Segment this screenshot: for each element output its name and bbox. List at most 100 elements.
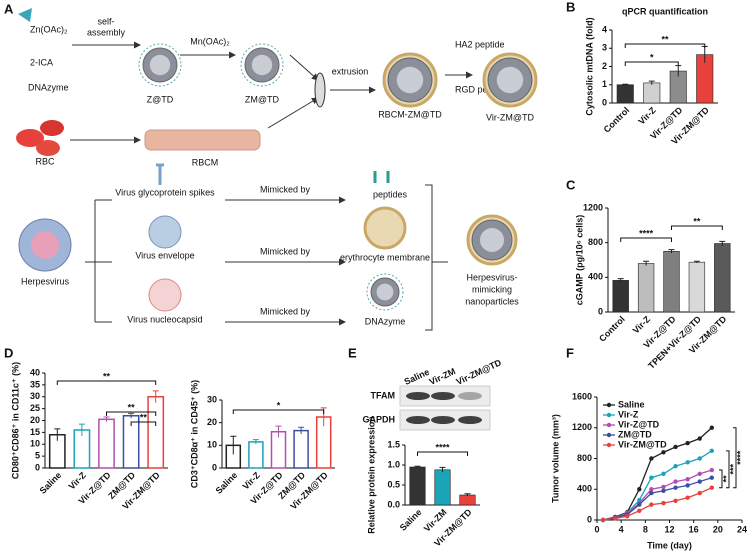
nanoparticle-inner (251, 54, 273, 76)
significance-bracket (130, 421, 157, 426)
data-point (697, 471, 702, 477)
data-point (685, 495, 690, 500)
data-point (697, 456, 702, 461)
data-point (709, 425, 714, 430)
panel-label: A (4, 1, 14, 16)
significance-bracket (417, 451, 468, 456)
data-point (685, 460, 690, 465)
error-bar (298, 426, 305, 434)
significance-label: * (277, 400, 281, 410)
x-axis-label: Time (day) (647, 540, 692, 550)
significance-bracket (232, 409, 325, 414)
significance-bracket (733, 427, 737, 489)
error-bar (617, 278, 624, 283)
data-point (673, 444, 678, 450)
x-tick-label: Saline (38, 470, 64, 496)
diagram-label: RGD peptide (455, 84, 507, 94)
data-point (709, 485, 714, 490)
legend-label: Vir-ZM@TD (618, 439, 667, 449)
significance-label: * (650, 52, 654, 62)
diagram-label: Mimicked by (260, 306, 311, 316)
significance-label: **** (735, 450, 745, 465)
significance-label: ** (661, 34, 669, 44)
y-tick-label: 1600 (572, 391, 592, 401)
panel-a-art (16, 8, 473, 331)
y-tick-label: 0 (212, 462, 217, 472)
data-point (637, 508, 642, 513)
x-tick-label: 4 (619, 524, 624, 534)
y-axis-label: CD3⁺CD8α⁺ in CD45⁺ (%) (189, 380, 199, 488)
y-tick-label: 10 (207, 440, 217, 450)
significance-label: ** (721, 475, 731, 483)
x-tick-label: 0 (594, 524, 599, 534)
legend-marker (606, 442, 612, 448)
y-tick-label: 20 (30, 415, 40, 425)
y-axis-label: Relative protein expression (366, 416, 376, 534)
y-tick-label: 15 (30, 427, 40, 437)
data-point (637, 502, 642, 507)
y-tick-label: 0 (587, 514, 592, 524)
legend-label: Vir-Z@TD (618, 419, 660, 429)
y-tick-label: 5 (35, 451, 40, 461)
bar (612, 280, 629, 313)
error-bar (719, 240, 726, 246)
data-point (661, 450, 666, 455)
diagram-label: 2-ICA (30, 57, 53, 67)
protein-label: TFAM (371, 390, 396, 400)
diagram-label: DNAzyme (28, 82, 69, 92)
y-tick-label: 1.0 (387, 459, 400, 469)
diagram-label: peptides (373, 189, 408, 199)
y-tick-label: 20 (207, 417, 217, 427)
error-bar (78, 423, 85, 436)
data-point (649, 475, 654, 480)
significance-bracket (620, 237, 672, 242)
legend-marker (606, 402, 612, 408)
bar (98, 418, 115, 469)
panel-label: F (566, 345, 574, 360)
significance-bracket (726, 450, 730, 489)
legend-label: Saline (618, 399, 645, 409)
y-axis-label: cGAMP (pg/10⁶ cells) (574, 215, 584, 306)
y-tick-label: 40 (30, 367, 40, 377)
error-bar (103, 416, 110, 422)
bar (147, 396, 165, 469)
y-tick-label: 25 (30, 403, 40, 413)
diagram-label: Vir-ZM@TD (486, 112, 534, 122)
diagram-label: HA2 peptide (455, 39, 505, 49)
y-tick-label: 0 (602, 97, 607, 107)
blot-band (406, 416, 430, 424)
panel-label: D (4, 345, 13, 360)
blot-band (406, 392, 430, 400)
data-point (625, 513, 630, 519)
significance-label: **** (435, 442, 450, 452)
blot-band (458, 416, 482, 424)
data-point (697, 490, 702, 496)
data-point (600, 517, 606, 523)
lane-label: Saline (403, 367, 431, 387)
diagram-label: nanoparticles (465, 296, 519, 306)
data-point (673, 485, 678, 490)
data-point (649, 490, 654, 496)
diagram-label: assembly (87, 27, 126, 37)
data-point (673, 498, 678, 503)
panel-label: B (566, 0, 575, 14)
diagram-label: Mimicked by (260, 184, 311, 194)
bar (293, 429, 309, 469)
significance-bracket (56, 380, 157, 385)
diagram-label: RBC (35, 156, 55, 166)
diagram-label: erythrocyte membrane (340, 252, 430, 262)
bar (434, 469, 451, 506)
error-bar (128, 412, 135, 419)
bar (637, 263, 655, 313)
error-bar (414, 465, 421, 468)
x-tick-label: 24 (737, 524, 747, 534)
lane-label: Vir-ZM (428, 366, 457, 387)
y-tick-label: 4 (602, 24, 607, 34)
data-point (697, 479, 702, 484)
x-tick-label: Saline (398, 507, 424, 533)
series-line (602, 427, 713, 521)
significance-label: ** (140, 412, 148, 422)
series-line (602, 450, 713, 521)
diagram-label: extrusion (332, 66, 369, 76)
chart-title: qPCR quantification (622, 6, 708, 16)
